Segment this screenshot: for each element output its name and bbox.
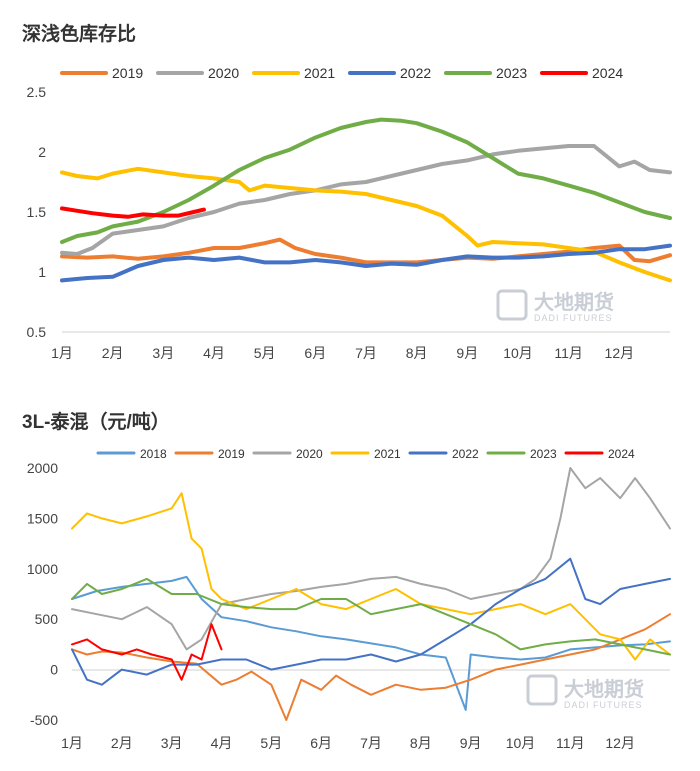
legend-label-2021: 2021 (304, 65, 335, 81)
x-tick-label: 10月 (506, 735, 536, 751)
chart-2-watermark-en: DADI FUTURES (564, 700, 643, 710)
chart-2-title: 3L-泰混（元/吨） (22, 410, 170, 433)
series-line-2018 (71, 575, 671, 711)
watermark-logo-icon (526, 674, 558, 706)
chart-1-y-axis: 0.5 1 1.5 2 2.5 (27, 84, 47, 340)
legend-label-2023: 2023 (496, 65, 527, 81)
x-tick-label: 4月 (211, 735, 233, 751)
chart-2-x-axis: 1月 2月 3月 4月 5月 6月 7月 8月 9月 10月 11月 12月 (61, 735, 635, 751)
chart-1-x-axis: 1月 2月 3月 4月 5月 6月 7月 8月 9月 10月 11月 12月 (51, 345, 634, 361)
y-tick-label: -500 (30, 712, 58, 728)
chart-2-legend: 2018 2019 2020 2021 2022 2023 2024 (96, 447, 635, 461)
x-tick-label: 5月 (260, 735, 282, 751)
x-tick-label: 9月 (460, 735, 482, 751)
series-line-2021 (71, 492, 671, 661)
x-tick-label: 11月 (556, 735, 585, 751)
series-line-2022 (60, 243, 672, 283)
y-tick-label: 1000 (27, 561, 58, 577)
legend-label-2022: 2022 (452, 447, 479, 461)
chart-1-legend: 2019 2020 2021 2022 2023 2024 (60, 65, 623, 81)
x-tick-label: 6月 (310, 735, 332, 751)
x-tick-label: 12月 (605, 345, 635, 361)
chart-2-watermark: 大地期货 DADI FUTURES (526, 674, 644, 710)
chart-2-y-axis: -500 0 500 1000 1500 2000 (27, 460, 58, 728)
series-line-2021 (60, 166, 672, 283)
x-tick-label: 4月 (203, 345, 225, 361)
chart-1-title: 深浅色库存比 (22, 22, 136, 45)
legend-label-2019: 2019 (218, 447, 245, 461)
legend-label-2019: 2019 (112, 65, 143, 81)
y-tick-label: 500 (35, 611, 59, 627)
legend-label-2023: 2023 (530, 447, 557, 461)
legend-label-2021: 2021 (374, 447, 401, 461)
series-line-2022 (71, 557, 671, 686)
series-line-2024 (71, 623, 223, 681)
legend-label-2020: 2020 (296, 447, 323, 461)
x-tick-label: 8月 (406, 345, 428, 361)
legend-label-2024: 2024 (608, 447, 635, 461)
series-line-2024 (60, 206, 206, 219)
series-line-2020 (71, 467, 671, 651)
series-line-2023 (71, 577, 671, 656)
x-tick-label: 10月 (503, 345, 533, 361)
chart-1: 深浅色库存比 2019 2020 2021 2022 2023 2024 0.5 1 1.5 2… (22, 22, 672, 361)
y-tick-label: 2 (38, 144, 46, 160)
series-line-2023 (60, 117, 672, 244)
series-line-2019 (71, 613, 671, 721)
chart-2: 3L-泰混（元/吨） 2018 2019 2020 2021 2022 2023 2024 … (22, 410, 671, 751)
x-tick-label: 6月 (304, 345, 326, 361)
x-tick-label: 3月 (161, 735, 183, 751)
x-tick-label: 7月 (355, 345, 377, 361)
chart-2-watermark-cn: 大地期货 (564, 677, 644, 701)
watermark-logo-icon (496, 289, 528, 321)
x-tick-label: 12月 (605, 735, 635, 751)
x-tick-label: 3月 (152, 345, 174, 361)
x-tick-label: 1月 (51, 345, 73, 361)
legend-label-2020: 2020 (208, 65, 239, 81)
x-tick-label: 2月 (111, 735, 133, 751)
x-tick-label: 1月 (61, 735, 83, 751)
y-tick-label: 1.5 (27, 204, 47, 220)
x-tick-label: 8月 (410, 735, 432, 751)
legend-label-2022: 2022 (400, 65, 431, 81)
x-tick-label: 11月 (554, 345, 583, 361)
legend-label-2024: 2024 (592, 65, 623, 81)
y-tick-label: 2000 (27, 460, 58, 476)
x-tick-label: 7月 (360, 735, 382, 751)
legend-label-2018: 2018 (140, 447, 167, 461)
y-tick-label: 0 (50, 662, 58, 678)
chart-1-watermark-cn: 大地期货 (534, 290, 614, 314)
chart-1-series (60, 117, 672, 283)
x-tick-label: 2月 (102, 345, 124, 361)
chart-2-series (71, 467, 671, 721)
y-tick-label: 1500 (27, 510, 58, 526)
y-tick-label: 0.5 (27, 324, 47, 340)
x-tick-label: 5月 (254, 345, 276, 361)
y-tick-label: 2.5 (27, 84, 47, 100)
x-tick-label: 9月 (456, 345, 478, 361)
chart-1-watermark: 大地期货 DADI FUTURES (496, 289, 614, 323)
chart-1-watermark-en: DADI FUTURES (534, 313, 613, 323)
y-tick-label: 1 (38, 264, 46, 280)
series-line-2020 (60, 144, 672, 256)
